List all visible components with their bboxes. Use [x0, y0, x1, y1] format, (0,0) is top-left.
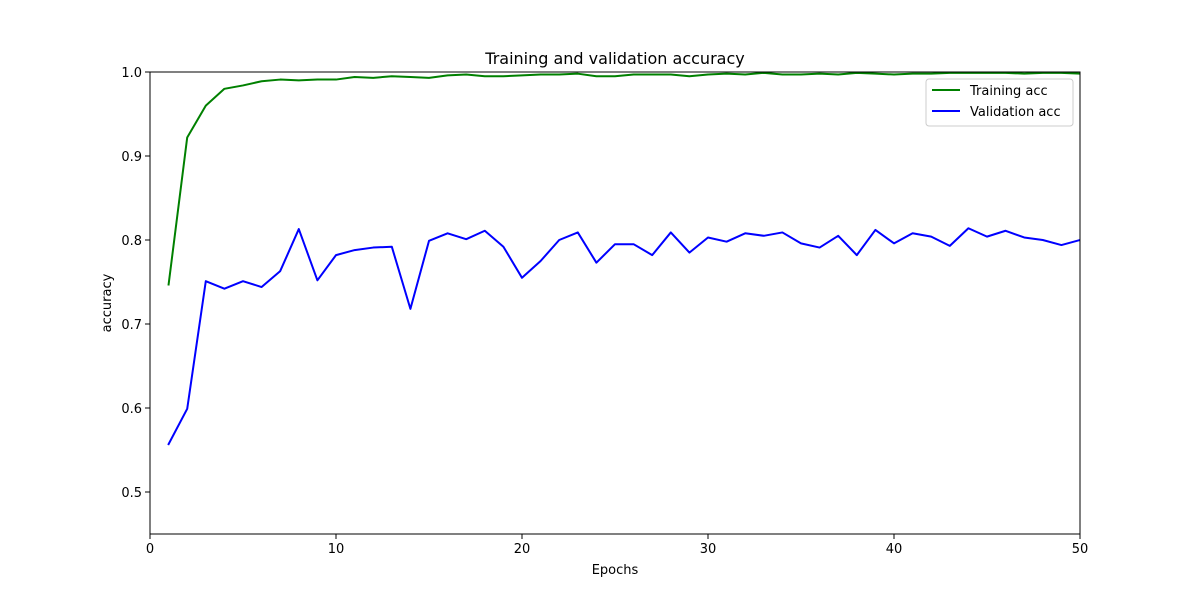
x-tick-label: 40 — [886, 542, 903, 557]
legend: Training acc Validation acc — [925, 78, 1074, 127]
x-tick-label: 20 — [514, 542, 531, 557]
series-line-training-acc — [167, 71, 1080, 286]
x-axis: 0 10 20 30 40 50 — [146, 534, 1088, 557]
series-line-validation-acc — [167, 227, 1080, 446]
plot-frame — [149, 71, 1081, 535]
legend-label-training-acc: Training acc — [969, 84, 1048, 99]
chart-title: Training and validation accuracy — [484, 49, 744, 68]
y-tick-label: 0.6 — [121, 402, 142, 417]
x-tick-label: 50 — [1072, 542, 1089, 557]
legend-box — [925, 78, 1074, 127]
legend-label-validation-acc: Validation acc — [970, 105, 1061, 120]
x-tick-label: 30 — [700, 542, 717, 557]
y-tick-label: 0.8 — [121, 234, 142, 249]
y-tick-label: 0.7 — [121, 318, 142, 333]
x-tick-label: 10 — [328, 542, 345, 557]
x-axis-label: Epochs — [592, 563, 639, 578]
y-tick-label: 1.0 — [121, 66, 142, 81]
y-tick-label: 0.9 — [121, 150, 142, 165]
y-axis: 0.5 0.6 0.7 0.8 0.9 1.0 — [121, 66, 150, 501]
x-tick-label: 0 — [146, 542, 154, 557]
series-layer — [167, 71, 1080, 446]
y-axis-label: accuracy — [100, 273, 115, 332]
y-tick-label: 0.5 — [121, 486, 142, 501]
